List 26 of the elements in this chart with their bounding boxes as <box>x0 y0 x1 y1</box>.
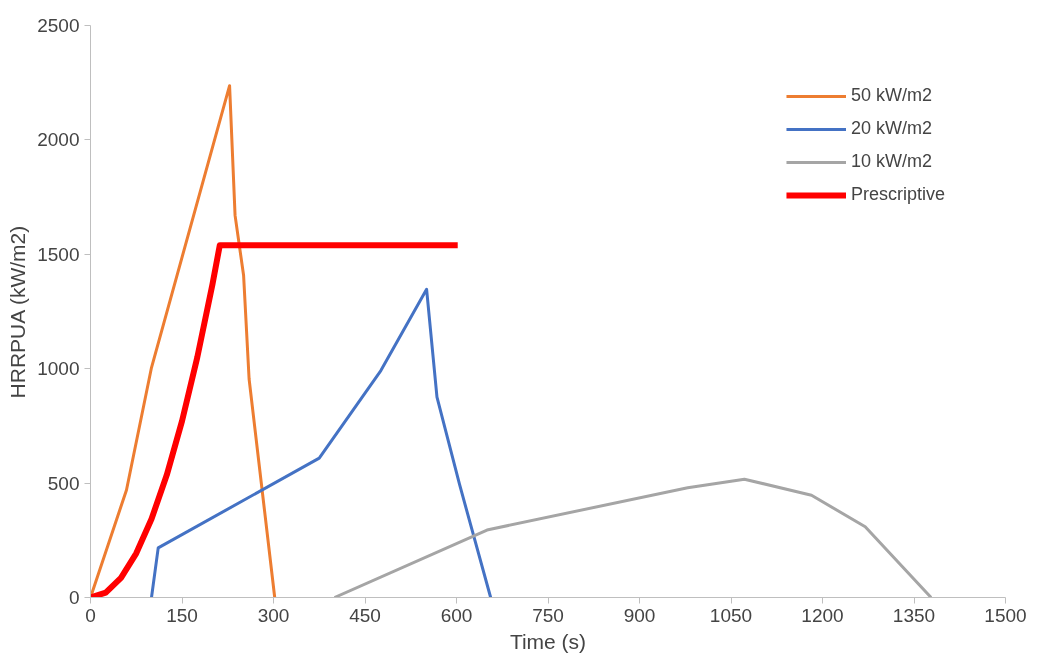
x-tick-label: 1050 <box>709 604 753 626</box>
line-series <box>333 477 933 598</box>
x-tick-label: 600 <box>440 604 473 626</box>
y-tick-label: 1000 <box>37 358 80 380</box>
x-tick-label: 750 <box>532 604 564 626</box>
x-tick-label: 0 <box>85 604 96 626</box>
x-tick-label: 150 <box>166 604 198 626</box>
x-tick-label: 1350 <box>892 604 936 626</box>
x-tick-label: 1500 <box>984 604 1027 626</box>
y-axis-title: HRRPUA (kW/m2) <box>6 225 30 399</box>
y-tick-label: 0 <box>68 587 80 608</box>
x-tick-label: 900 <box>623 604 656 626</box>
line-series <box>90 84 277 598</box>
legend-label: 10 kW/m2 <box>850 151 932 172</box>
legend-label: 50 kW/m2 <box>850 85 932 106</box>
x-tick-label: 450 <box>349 604 381 626</box>
y-tick-label: 500 <box>47 472 80 494</box>
line-series <box>150 287 493 598</box>
legend-label: 20 kW/m2 <box>850 118 932 139</box>
y-tick-label: 2000 <box>37 129 80 151</box>
x-axis-title: Time (s) <box>509 629 587 653</box>
x-tick-label: 1200 <box>801 604 844 626</box>
y-tick-label: 1500 <box>37 243 80 265</box>
legend-label: Prescriptive <box>850 184 945 205</box>
y-tick-label: 2500 <box>37 15 80 36</box>
x-tick-label: 300 <box>257 604 290 626</box>
